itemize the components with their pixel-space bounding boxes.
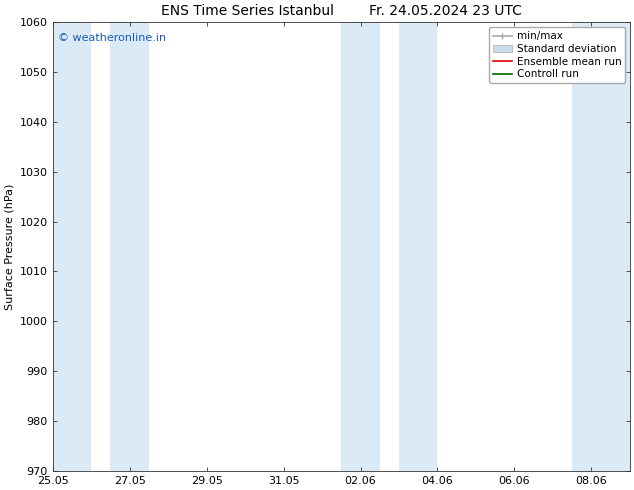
Bar	[110, 22, 149, 471]
Y-axis label: Surface Pressure (hPa): Surface Pressure (hPa)	[4, 183, 14, 310]
Title: ENS Time Series Istanbul        Fr. 24.05.2024 23 UTC: ENS Time Series Istanbul Fr. 24.05.2024 …	[161, 4, 522, 18]
Bar	[341, 22, 380, 471]
Legend: min/max, Standard deviation, Ensemble mean run, Controll run: min/max, Standard deviation, Ensemble me…	[489, 27, 624, 83]
Bar	[53, 22, 91, 471]
Bar	[399, 22, 437, 471]
Bar	[572, 22, 630, 471]
Text: © weatheronline.in: © weatheronline.in	[58, 33, 167, 43]
